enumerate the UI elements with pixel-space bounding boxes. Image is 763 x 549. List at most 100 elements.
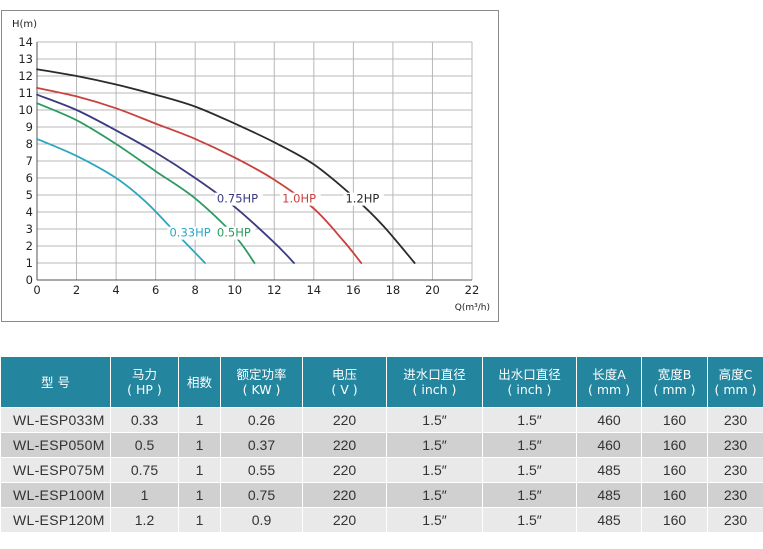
header-outlet-diameter: 出水口直径( inch ) — [482, 356, 577, 408]
header-line1: 长度A — [592, 367, 626, 382]
header-line2: ( inch ) — [412, 382, 457, 397]
cell-length: 485 — [576, 482, 642, 508]
series-label: 0.75HP — [217, 192, 258, 206]
x-tick-label: 22 — [465, 283, 480, 297]
cell-horsepower: 0.33 — [110, 407, 179, 433]
y-tick-label: 7 — [26, 154, 33, 168]
header-line2: ( mm ) — [587, 382, 631, 397]
cell-model: WL-ESP033M — [0, 407, 111, 433]
cell-horsepower: 1.2 — [110, 507, 179, 533]
cell-phase: 1 — [178, 482, 221, 508]
header-horsepower: 马力( HP ) — [110, 356, 179, 408]
cell-length: 460 — [576, 432, 642, 458]
cell-voltage: 220 — [302, 457, 387, 483]
cell-horsepower: 0.5 — [110, 432, 179, 458]
series-label-bg — [167, 226, 216, 240]
cell-height: 230 — [707, 432, 763, 458]
cell-rated-power: 0.75 — [220, 482, 303, 508]
y-tick-label: 9 — [26, 120, 33, 134]
y-tick-label: 1 — [26, 256, 33, 270]
cell-width: 160 — [641, 457, 708, 483]
header-line1: 宽度B — [657, 367, 692, 382]
cell-model: WL-ESP120M — [0, 507, 111, 533]
series-line-0-75hp — [36, 93, 295, 264]
y-tick-label: 12 — [18, 69, 33, 83]
header-line1: 进水口直径 — [403, 367, 466, 382]
x-tick-label: 16 — [346, 283, 361, 297]
header-height-c: 高度C( mm ) — [707, 356, 763, 408]
cell-inlet: 1.5″ — [386, 407, 483, 433]
y-axis-title: H(m) — [12, 19, 37, 30]
header-line2: ( inch ) — [507, 382, 552, 397]
series-label: 0.5HP — [217, 226, 251, 240]
cell-outlet: 1.5″ — [482, 457, 577, 483]
cell-width: 160 — [641, 482, 708, 508]
y-tick-label: 14 — [18, 35, 33, 49]
cell-inlet: 1.5″ — [386, 507, 483, 533]
series-line-1-0hp — [36, 87, 363, 264]
series-label-bg — [280, 192, 321, 206]
header-length-a: 长度A( mm ) — [576, 356, 642, 408]
cell-length: 485 — [576, 457, 642, 483]
cell-height: 230 — [707, 507, 763, 533]
series-label-bg — [214, 192, 263, 206]
cell-rated-power: 0.37 — [220, 432, 303, 458]
x-tick-label: 0 — [33, 283, 40, 297]
series-label-bg — [214, 226, 256, 240]
cell-outlet: 1.5″ — [482, 432, 577, 458]
header-line1: 额定功率 — [236, 367, 287, 382]
y-tick-label: 5 — [26, 188, 33, 202]
cell-voltage: 220 — [302, 407, 387, 433]
header-line2: ( KW ) — [242, 382, 281, 397]
x-tick-label: 8 — [192, 283, 199, 297]
series-label: 1.0HP — [282, 192, 316, 206]
header-rated-power: 额定功率( KW ) — [220, 356, 303, 408]
header-line1: 马力 — [131, 367, 157, 382]
series-label: 0.33HP — [169, 226, 210, 240]
header-line2: ( V ) — [331, 382, 358, 397]
x-tick-label: 18 — [386, 283, 401, 297]
cell-length: 485 — [576, 507, 642, 533]
cell-width: 160 — [641, 407, 708, 433]
cell-inlet: 1.5″ — [386, 432, 483, 458]
spec-table-body: WL-ESP033M 0.33 1 0.26 220 1.5″ 1.5″ 460… — [0, 407, 763, 533]
cell-model: WL-ESP050M — [0, 432, 111, 458]
cell-height: 230 — [707, 457, 763, 483]
cell-voltage: 220 — [302, 507, 387, 533]
y-tick-label: 6 — [26, 171, 33, 185]
header-line2: ( mm ) — [714, 382, 757, 397]
cell-horsepower: 1 — [110, 482, 179, 508]
pump-curve-chart: 0 1 2 3 4 5 6 7 8 9 10 11 12 13 14 0 2 4 6 8 10 12 14 16 18 20 22 H… — [1, 10, 499, 322]
cell-model: WL-ESP100M — [0, 482, 111, 508]
x-axis-title: Q(m³/h) — [455, 303, 490, 313]
cell-rated-power: 0.9 — [220, 507, 303, 533]
table-row: WL-ESP033M 0.33 1 0.26 220 1.5″ 1.5″ 460… — [0, 407, 763, 433]
x-tick-label: 6 — [152, 283, 159, 297]
cell-phase: 1 — [178, 507, 221, 533]
y-tick-label: 4 — [26, 205, 33, 219]
cell-model: WL-ESP075M — [0, 457, 111, 483]
header-line1: 相数 — [186, 374, 212, 390]
series-line-0-33hp — [36, 138, 206, 264]
y-tick-label: 8 — [26, 137, 33, 151]
cell-width: 160 — [641, 432, 708, 458]
cell-inlet: 1.5″ — [386, 457, 483, 483]
cell-phase: 1 — [178, 432, 221, 458]
header-phase: 相数 — [178, 356, 221, 408]
header-line1: 出水口直径 — [498, 367, 561, 382]
header-line1: 型 号 — [41, 374, 70, 390]
header-inlet-diameter: 进水口直径( inch ) — [386, 356, 483, 408]
cell-width: 160 — [641, 507, 708, 533]
series-label: 1.2HP — [345, 192, 379, 206]
series-label-bg — [343, 192, 384, 206]
spec-table-header: 型 号 马力( HP ) 相数 额定功率( KW ) 电压( V ) 进水口直径… — [0, 356, 763, 408]
cell-horsepower: 0.75 — [110, 457, 179, 483]
cell-phase: 1 — [178, 457, 221, 483]
cell-outlet: 1.5″ — [482, 507, 577, 533]
cell-height: 230 — [707, 482, 763, 508]
cell-outlet: 1.5″ — [482, 407, 577, 433]
cell-length: 460 — [576, 407, 642, 433]
table-row: WL-ESP100M 1 1 0.75 220 1.5″ 1.5″ 485 16… — [0, 482, 763, 508]
header-voltage: 电压( V ) — [302, 356, 387, 408]
